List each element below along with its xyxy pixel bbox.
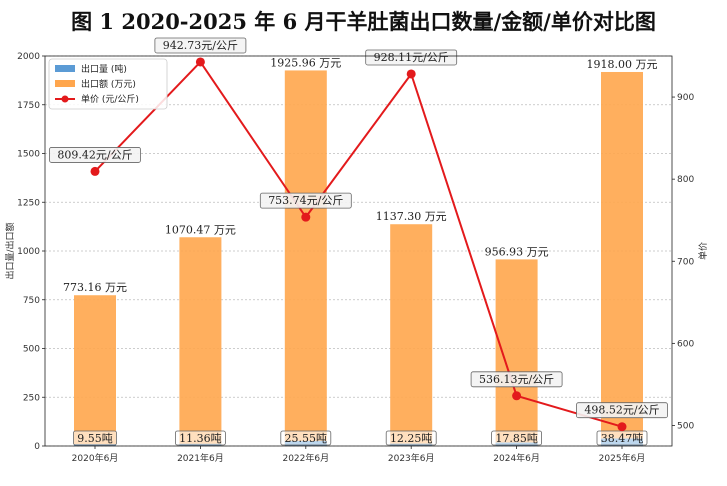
- legend-box: [48, 58, 168, 110]
- legend-label-quantity: 出口量 (吨): [81, 63, 127, 75]
- amount-bar: [179, 237, 222, 446]
- price-label-box: [470, 371, 563, 388]
- y2-tick-label: 700: [677, 257, 694, 267]
- x-tick-label: 2020年6月: [72, 452, 119, 464]
- price-point: [195, 57, 205, 67]
- y-tick-label: 1750: [17, 101, 40, 111]
- price-label-box: [154, 37, 247, 54]
- quantity-label-box: [73, 430, 117, 446]
- y-tick-label: 1250: [17, 198, 40, 208]
- quantity-label: 17.85吨: [495, 432, 538, 445]
- quantity-label: 9.55吨: [77, 432, 113, 445]
- quantity-label-box: [280, 430, 332, 446]
- price-label: 942.73元/公斤: [163, 39, 238, 52]
- price-label: 498.52元/公斤: [584, 404, 659, 417]
- y2-tick-label: 800: [677, 175, 694, 185]
- quantity-label-box: [174, 430, 226, 446]
- price-label: 928.11元/公斤: [374, 51, 449, 64]
- amount-label: 1925.96 万元: [270, 56, 341, 69]
- y2-tick-label: 500: [677, 421, 694, 431]
- y2-tick-label: 900: [677, 93, 694, 103]
- legend-swatch-quantity: [55, 65, 75, 72]
- x-tick-label: 2025年6月: [599, 452, 646, 464]
- price-label: 753.74元/公斤: [268, 194, 343, 207]
- price-point: [406, 69, 416, 79]
- quantity-label: 11.36吨: [179, 432, 222, 445]
- y-tick-label: 2000: [17, 52, 40, 62]
- y2-axis-label: 单价: [697, 242, 709, 260]
- amount-bar: [284, 70, 327, 446]
- quantity-label-box: [385, 430, 437, 446]
- quantity-label: 12.25吨: [390, 432, 433, 445]
- price-label-box: [576, 402, 668, 419]
- price-point: [512, 391, 522, 401]
- quantity-label: 38.47吨: [601, 432, 644, 445]
- y2-tick-label: 600: [677, 339, 694, 349]
- quantity-label-box: [491, 430, 543, 446]
- quantity-label: 25.55吨: [285, 432, 328, 445]
- price-label-box: [49, 147, 141, 163]
- legend-label-price: 单价 (元/公斤): [81, 93, 139, 105]
- price-label-box: [259, 192, 352, 209]
- x-tick-label: 2021年6月: [177, 452, 224, 464]
- price-point: [617, 422, 627, 432]
- amount-label: 1070.47 万元: [165, 223, 236, 236]
- chart-title: 图 1 2020-2025 年 6 月干羊肚菌出口数量/金额/单价对比图: [71, 9, 656, 34]
- y-axis-label: 出口量/出口额: [4, 222, 16, 279]
- x-tick-label: 2023年6月: [388, 452, 435, 464]
- amount-label: 773.16 万元: [63, 281, 127, 294]
- amount-bar: [74, 295, 116, 446]
- y-tick-label: 500: [23, 345, 40, 355]
- legend-swatch-amount: [55, 80, 75, 87]
- y-tick-label: 1000: [17, 247, 40, 257]
- x-tick-label: 2024年6月: [493, 452, 540, 464]
- price-point: [301, 212, 311, 222]
- amount-label: 1918.00 万元: [587, 58, 658, 71]
- price-label: 809.42元/公斤: [57, 148, 132, 161]
- y-tick-label: 750: [23, 296, 40, 306]
- legend-swatch-price-dot: [61, 95, 69, 103]
- price-line: [94, 60, 623, 428]
- amount-bar: [390, 224, 433, 446]
- amount-bar: [601, 71, 643, 447]
- y-tick-label: 0: [34, 442, 40, 452]
- price-label-box: [365, 49, 458, 66]
- y-tick-label: 250: [23, 393, 40, 403]
- price-point: [90, 166, 100, 176]
- legend-label-amount: 出口额 (万元): [81, 78, 136, 90]
- x-tick-label: 2022年6月: [282, 452, 329, 464]
- price-label: 536.13元/公斤: [479, 373, 554, 386]
- y-tick-label: 1500: [17, 150, 40, 160]
- amount-label: 956.93 万元: [485, 245, 549, 258]
- amount-label: 1137.30 万元: [376, 210, 447, 223]
